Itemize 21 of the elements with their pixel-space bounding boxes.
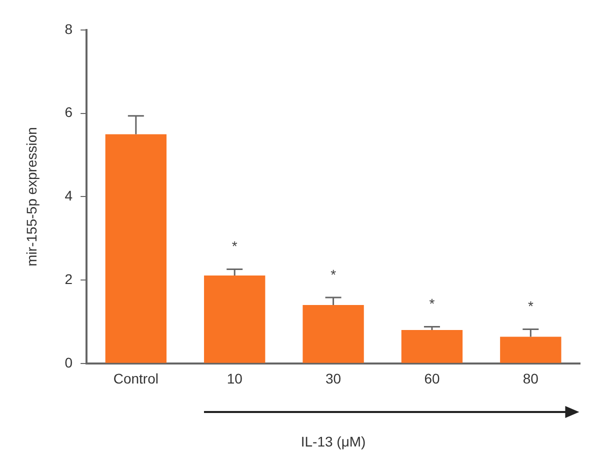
annotation: * [528,298,534,314]
bar [105,134,167,363]
bar [204,275,266,363]
annotation: * [232,238,238,254]
x-axis-title: IL-13 (μM) [300,433,366,450]
annotation: * [429,296,436,312]
bar [302,305,364,363]
annotation: * [330,266,337,282]
y-tick-label: 2 [64,270,73,287]
x-tick-label: 80 [522,370,539,387]
bar [401,330,463,363]
x-tick-label: 30 [326,370,342,387]
y-tick-label: 0 [64,354,73,370]
bar [500,336,562,363]
y-axis-title: mir-155-5p expression [23,127,40,266]
y-tick-label: 8 [64,20,73,37]
y-tick-label: 6 [64,104,73,120]
y-tick-label: 4 [64,188,73,204]
x-tick-label: 10 [226,370,243,387]
x-tick-label: 60 [424,370,440,387]
x-tick-label: Control [113,370,158,387]
